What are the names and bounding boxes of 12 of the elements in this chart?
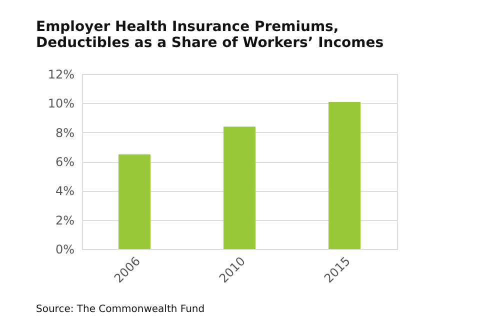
y-tick-label: 6% <box>55 155 74 169</box>
bar <box>224 126 256 249</box>
y-tick-label: 8% <box>55 126 74 140</box>
source-note: Source: The Commonwealth Fund <box>36 304 205 315</box>
bar <box>118 154 150 249</box>
bar <box>328 102 360 249</box>
y-tick-label: 4% <box>55 184 74 198</box>
y-tick-label: 2% <box>55 213 74 228</box>
y-tick-label: 10% <box>48 96 74 111</box>
y-tick-label: 12% <box>48 68 74 82</box>
y-tick-label: 0% <box>55 242 74 256</box>
chart-title: Employer Health Insurance Premiums, Deductibles as a Share of Workers’ Incomes <box>36 19 384 51</box>
